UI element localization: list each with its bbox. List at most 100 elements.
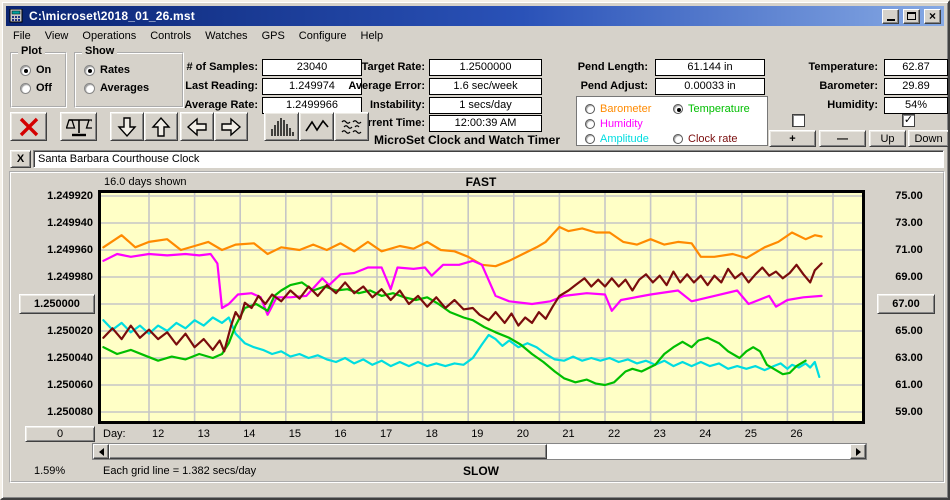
series-humidity bbox=[102, 252, 823, 316]
instability-label: Instability: bbox=[369, 99, 425, 111]
clear-name-button[interactable]: X bbox=[10, 150, 31, 168]
last-reading-label: Last Reading: bbox=[185, 80, 258, 92]
temperature-label: Temperature: bbox=[808, 61, 878, 73]
minus-button[interactable]: — bbox=[819, 130, 866, 147]
checkbox-right[interactable]: ✓ bbox=[902, 114, 915, 127]
delete-button[interactable] bbox=[10, 112, 47, 141]
day-tick: 13 bbox=[197, 428, 210, 440]
day-tick: 24 bbox=[699, 428, 712, 440]
left-axis-label: 1.249940 bbox=[47, 217, 93, 229]
target-rate-value: 1.2500000 bbox=[429, 59, 542, 76]
multi-trace-button[interactable] bbox=[334, 112, 369, 141]
checkbox-left[interactable] bbox=[792, 114, 805, 127]
left-axis-label: 1.250060 bbox=[47, 379, 93, 391]
radio-show-rates[interactable]: Rates bbox=[84, 64, 130, 76]
clock-name-input[interactable]: Santa Barbara Courthouse Clock bbox=[33, 150, 944, 168]
down-button[interactable]: Down bbox=[908, 130, 948, 147]
scrollbar-thumb[interactable] bbox=[109, 444, 547, 459]
humidity-value: 54% bbox=[884, 97, 948, 114]
menu-item-help[interactable]: Help bbox=[360, 30, 384, 42]
radio-icon bbox=[673, 134, 683, 144]
instability-value: 1 secs/day bbox=[429, 97, 542, 114]
series-amplitude bbox=[102, 316, 821, 378]
plus-button[interactable]: + bbox=[769, 130, 816, 147]
menu-item-view[interactable]: View bbox=[44, 30, 69, 42]
slow-label: SLOW bbox=[463, 464, 499, 478]
day-tick: 23 bbox=[653, 428, 666, 440]
pend-length-value: 61.144 in bbox=[655, 59, 765, 76]
scroll-left-button[interactable] bbox=[93, 444, 109, 459]
line-plot-icon bbox=[304, 119, 329, 131]
arrow-up-button[interactable] bbox=[144, 112, 178, 141]
menu-item-operations[interactable]: Operations bbox=[82, 30, 137, 42]
pend-adjust-label: Pend Adjust: bbox=[580, 80, 648, 92]
maximize-icon bbox=[907, 12, 916, 20]
line-plot-button[interactable] bbox=[299, 112, 334, 141]
left-axis-label: 1.250040 bbox=[47, 352, 93, 364]
zero-button[interactable]: 0 bbox=[25, 426, 95, 442]
pend-length-label: Pend Length: bbox=[577, 61, 648, 73]
app-icon bbox=[9, 9, 25, 23]
histogram-button[interactable] bbox=[264, 112, 299, 141]
day-tick: 25 bbox=[744, 428, 758, 440]
show-group-label: Show bbox=[82, 45, 118, 57]
title-bar: C:\microset\2018_01_26.mst × bbox=[6, 6, 944, 26]
radio-plot-on[interactable]: On bbox=[20, 64, 51, 76]
day-tick: 17 bbox=[380, 428, 393, 440]
minimize-button[interactable] bbox=[882, 8, 899, 24]
plot-group-label: Plot bbox=[18, 45, 45, 57]
radio-show-averages[interactable]: Averages bbox=[84, 82, 149, 94]
arrow-down-icon bbox=[117, 116, 137, 137]
radio-plot-off[interactable]: Off bbox=[20, 82, 52, 94]
day-tick: 16 bbox=[334, 428, 347, 440]
left-axis-center-button[interactable]: 1.250000 bbox=[19, 294, 95, 314]
close-button[interactable]: × bbox=[924, 8, 941, 24]
right-axis-center-button[interactable]: 67.00 bbox=[877, 294, 935, 314]
menu-item-configure[interactable]: Configure bbox=[298, 30, 347, 42]
balance-scale-button[interactable] bbox=[60, 112, 97, 141]
radio-icon bbox=[673, 104, 683, 114]
minimize-icon bbox=[886, 19, 895, 21]
horizontal-scrollbar[interactable] bbox=[92, 443, 867, 460]
right-axis-label: 71.00 bbox=[895, 244, 923, 256]
arrow-left-button[interactable] bbox=[180, 112, 214, 141]
close-icon: × bbox=[928, 9, 936, 23]
histogram-icon bbox=[270, 117, 294, 136]
arrow-right-button[interactable] bbox=[214, 112, 248, 141]
series-temperature bbox=[102, 281, 807, 387]
legend-radio-temperature[interactable]: Temperature bbox=[673, 103, 750, 115]
day-axis-label: Day: bbox=[103, 428, 126, 440]
temperature-value: 62.87 bbox=[884, 59, 948, 76]
menu-item-watches[interactable]: Watches bbox=[205, 30, 248, 42]
arrow-up-icon bbox=[151, 116, 171, 137]
series-clock-rate bbox=[102, 262, 823, 353]
right-axis-label: 75.00 bbox=[895, 190, 923, 202]
legend-radio-clock-rate[interactable]: Clock rate bbox=[673, 133, 738, 145]
scroll-left-icon bbox=[98, 447, 104, 456]
up-button[interactable]: Up bbox=[869, 130, 906, 147]
legend-radio-humidity[interactable]: Humidity bbox=[585, 118, 643, 130]
menu-item-controls[interactable]: Controls bbox=[150, 30, 192, 42]
radio-icon bbox=[585, 104, 595, 114]
legend-label: Amplitude bbox=[600, 133, 649, 145]
day-tick: 18 bbox=[425, 428, 438, 440]
average-error-value: 1.6 sec/week bbox=[429, 78, 542, 95]
menu-item-gps[interactable]: GPS bbox=[261, 30, 285, 42]
pend-adjust-value: 0.00033 in bbox=[655, 78, 765, 95]
legend-radio-barometer[interactable]: Barometer bbox=[585, 103, 651, 115]
arrow-right-icon bbox=[221, 116, 242, 137]
left-axis-label: 1.250080 bbox=[47, 406, 93, 418]
legend-radio-amplitude[interactable]: Amplitude bbox=[585, 133, 649, 145]
radio-on-icon bbox=[20, 64, 31, 76]
maximize-button[interactable] bbox=[903, 8, 920, 24]
arrow-down-button[interactable] bbox=[110, 112, 144, 141]
scroll-right-button[interactable] bbox=[850, 444, 866, 459]
menu-item-file[interactable]: File bbox=[13, 30, 31, 42]
arrow-left-icon bbox=[186, 116, 207, 137]
day-tick: 12 bbox=[152, 428, 165, 440]
grid-note: Each grid line = 1.382 secs/day bbox=[103, 465, 257, 477]
samples-label: # of Samples: bbox=[186, 61, 258, 73]
day-tick: 26 bbox=[790, 428, 803, 440]
humidity-label: Humidity: bbox=[827, 99, 878, 111]
current-time-label: Current Time: bbox=[353, 117, 425, 129]
